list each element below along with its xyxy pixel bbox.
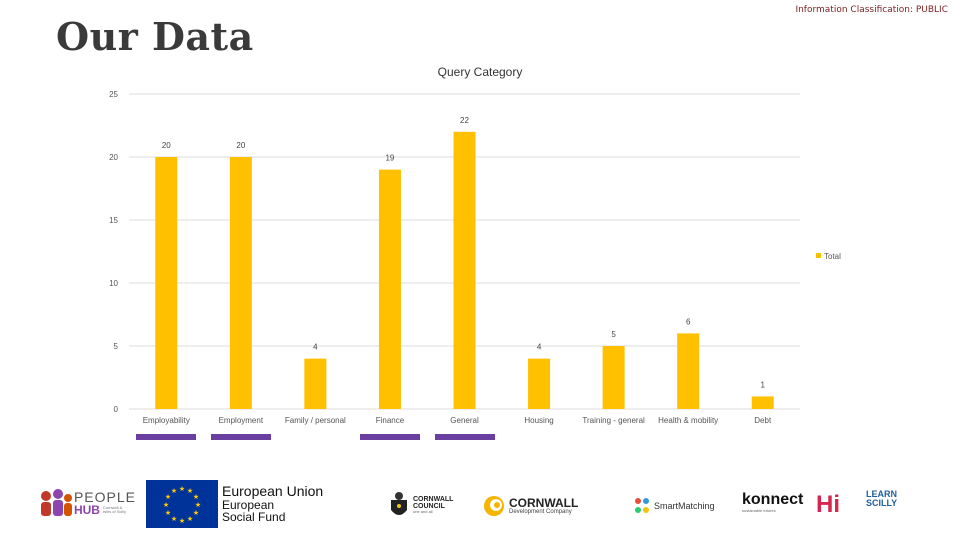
data-label: 4 xyxy=(313,343,318,352)
category-label: Health & mobility xyxy=(658,416,718,425)
konnect-name: konnect xyxy=(742,491,804,508)
y-tick-label: 20 xyxy=(109,153,118,162)
category-label: General xyxy=(450,416,479,425)
svg-text:★: ★ xyxy=(163,501,169,509)
people-hub-tag: Cornwall & Isles of Scilly xyxy=(102,505,127,514)
category-label: Employability xyxy=(143,416,190,425)
people-hub-line2: HUB xyxy=(73,503,100,517)
bars xyxy=(155,131,774,410)
category-label: Training - general xyxy=(582,416,645,425)
bar-0 xyxy=(155,157,178,409)
y-axis-ticks: 0 5 10 15 20 25 xyxy=(109,90,118,414)
svg-text:★: ★ xyxy=(195,501,201,509)
bar-7 xyxy=(677,333,700,409)
eu-flag-icon: ★ ★★ ★★★ ★★★ ★★★ xyxy=(146,480,218,528)
legend-label-total: Total xyxy=(824,252,841,261)
svg-text:★: ★ xyxy=(193,509,199,517)
y-tick-label: 25 xyxy=(109,90,118,99)
category-label: Employment xyxy=(219,416,264,425)
svg-text:★: ★ xyxy=(171,487,177,495)
data-label: 6 xyxy=(686,317,691,326)
smartmatching-name: SmartMatching xyxy=(654,501,715,511)
svg-text:★: ★ xyxy=(179,517,185,525)
category-highlight-bar xyxy=(434,434,495,440)
people-hub-logo: PEOPLE HUB Cornwall & Isles of Scilly xyxy=(36,484,136,522)
classification-label: Information Classification: PUBLIC xyxy=(795,5,948,15)
learn-scilly-logo: LEARN SCILLY xyxy=(866,490,900,520)
data-label: 1 xyxy=(760,380,765,389)
bar-5 xyxy=(528,358,551,409)
legend-swatch xyxy=(816,253,821,258)
smartmatching-icon xyxy=(635,498,649,513)
eu-esf-logo: ★ ★ ★ ★ ★ ★ ★ ★ ★ ★ ★ ★ European Union European … xyxy=(146,480,356,528)
crest-icon xyxy=(391,492,407,515)
cdc-line2: Development Company xyxy=(509,509,572,515)
people-hub-icon xyxy=(41,489,72,516)
council-line1: CORNWALL xyxy=(413,496,454,503)
data-labels: 20 20 4 19 22 4 5 6 1 xyxy=(162,116,766,390)
chart-title: Query Category xyxy=(438,65,523,79)
data-label: 19 xyxy=(385,154,394,163)
svg-text:★: ★ xyxy=(187,515,193,523)
x-axis-categories: Employability Employment Family / personal… xyxy=(143,416,772,425)
bar-6 xyxy=(602,346,625,409)
eu-line2: European xyxy=(222,497,275,512)
cornwall-development-company-logo: CORNWALL Development Company xyxy=(482,492,592,520)
y-tick-label: 5 xyxy=(114,342,119,351)
council-line2: COUNCIL xyxy=(413,503,445,510)
bar-3 xyxy=(378,169,401,409)
data-label: 22 xyxy=(460,116,469,125)
council-tag: one and all xyxy=(413,509,433,514)
bar-1 xyxy=(229,157,252,409)
svg-text:★: ★ xyxy=(179,485,185,493)
data-label: 4 xyxy=(537,343,542,352)
cdc-swirl-icon xyxy=(484,496,504,516)
konnect-tag: sustainable futures xyxy=(742,508,776,513)
learn-scilly-line2: SCILLY xyxy=(866,498,898,508)
category-label: Housing xyxy=(524,416,553,425)
bar-4 xyxy=(453,131,476,410)
data-label: 20 xyxy=(236,141,245,150)
smartmatching-logo: SmartMatching xyxy=(632,494,732,518)
bar-8 xyxy=(751,396,774,409)
people-hub-line1: PEOPLE xyxy=(73,489,136,505)
svg-text:★: ★ xyxy=(165,493,171,501)
eu-line3: Social Fund xyxy=(222,510,286,525)
svg-text:★: ★ xyxy=(165,509,171,517)
category-highlight-bar xyxy=(136,434,197,440)
svg-text:★: ★ xyxy=(193,493,199,501)
eu-line1: European Union xyxy=(222,483,324,500)
hi-name: Hi xyxy=(816,491,840,518)
data-label: 5 xyxy=(611,330,616,339)
category-label: Finance xyxy=(376,416,405,425)
y-tick-label: 0 xyxy=(114,405,119,414)
data-label: 20 xyxy=(162,141,171,150)
legend: Total xyxy=(816,252,841,261)
y-tick-label: 15 xyxy=(109,216,118,225)
category-highlight-bar xyxy=(359,434,420,440)
hi-logo: Hi xyxy=(816,490,846,520)
bar-2 xyxy=(304,358,327,409)
category-highlight-bar xyxy=(210,434,271,440)
cdc-line1: CORNWALL xyxy=(509,496,579,510)
cornwall-council-logo: CORNWALL COUNCIL one and all xyxy=(388,488,468,522)
category-label: Family / personal xyxy=(285,416,346,425)
learn-scilly-line1: LEARN xyxy=(866,489,897,499)
svg-text:★: ★ xyxy=(187,487,193,495)
konnect-logo: konnect sustainable futures xyxy=(742,492,806,520)
svg-text:★: ★ xyxy=(171,515,177,523)
page-title: Our Data xyxy=(56,14,254,59)
y-tick-label: 10 xyxy=(109,279,118,288)
category-label: Debt xyxy=(754,416,772,425)
